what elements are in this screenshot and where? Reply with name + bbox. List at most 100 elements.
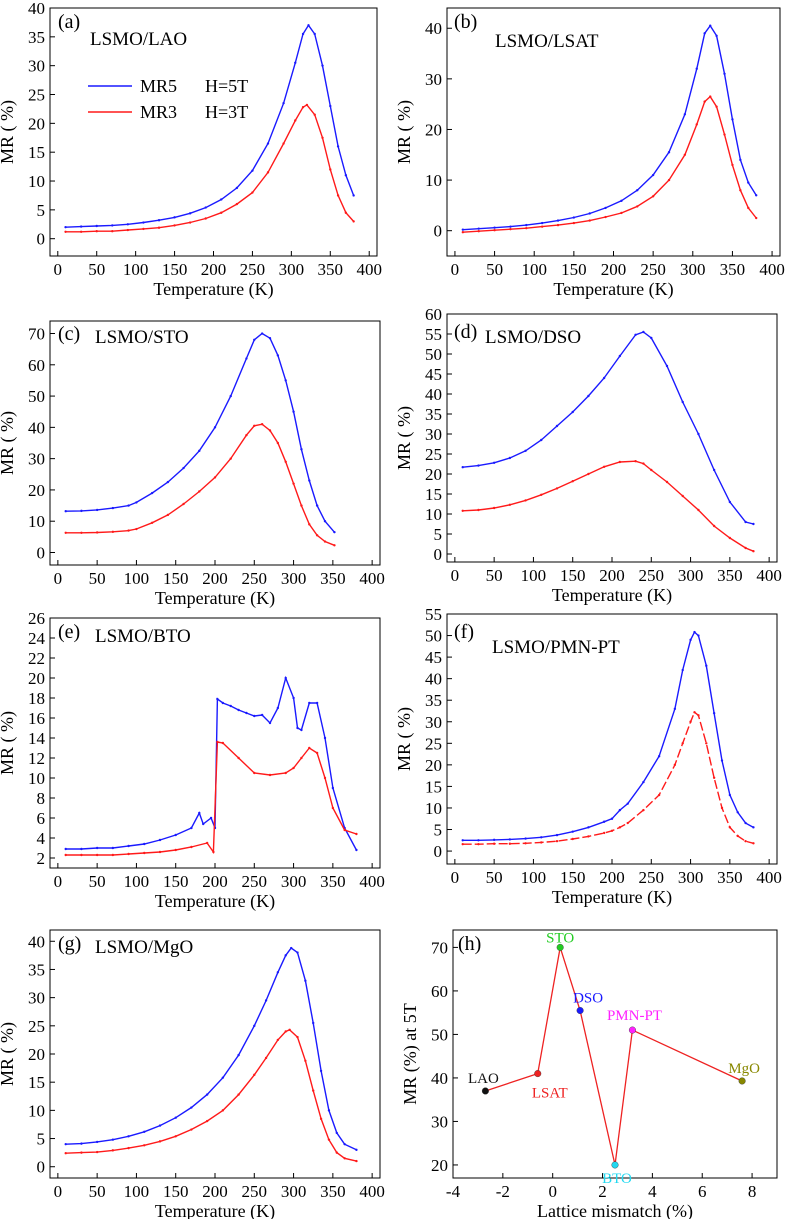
data-point-a-mr3 <box>321 136 324 139</box>
y-tick-label-e: 18 <box>28 689 45 708</box>
data-point-d-mr5 <box>752 522 755 526</box>
data-point-a-mr3 <box>251 191 254 194</box>
data-point-a-mr3 <box>329 168 332 171</box>
x-tick-label-g: 100 <box>124 1182 150 1201</box>
x-tick-label-e: 400 <box>359 872 385 891</box>
x-tick-label-g: 150 <box>163 1182 189 1201</box>
x-tick-label-b: 350 <box>720 260 746 279</box>
data-point-g-mr3 <box>264 1056 268 1060</box>
y-tick-label-e: 26 <box>28 609 45 628</box>
data-point-c-mr3 <box>308 523 311 526</box>
data-point-e-mr3 <box>315 751 319 755</box>
data-point-d-mr3 <box>634 460 637 463</box>
data-point-a-mr5 <box>79 225 83 228</box>
panel-c: (c) LSMO/STO 0 50 100 150 200 250 300 350 400 0 10… <box>0 320 385 609</box>
data-point-b-mr5 <box>477 227 480 230</box>
data-point-f-mr5 <box>712 711 716 715</box>
data-point-e-mr3 <box>292 766 295 770</box>
data-point-f-mr3 <box>524 842 527 845</box>
data-point-b-mr5 <box>556 219 560 222</box>
mismatch-label-lsat: LSAT <box>532 1086 568 1102</box>
series-line-f-mr5 <box>462 630 754 841</box>
data-point-b-mr5 <box>493 226 496 229</box>
panel-a: (a) LSMO/LAO 0 50 100 150 200 250 300 350 400 0 5 1… <box>0 0 382 300</box>
data-point-c-mr5 <box>95 508 99 512</box>
x-tick-label-c: 50 <box>89 569 106 588</box>
data-point-f-mr5 <box>524 837 527 840</box>
data-point-d-mr3 <box>712 524 716 528</box>
x-tick-label-f: 0 <box>451 868 460 887</box>
data-point-c-mr3 <box>253 424 256 427</box>
data-point-b-mr5 <box>667 151 671 154</box>
data-point-e-mr5 <box>296 726 299 730</box>
plot-area-h: -4 -2 0 2 4 6 8 20 30 40 50 60 70 Lattice mismatch (%… <box>400 929 778 1219</box>
x-tick-label-d: 200 <box>599 566 625 585</box>
data-point-b-mr3 <box>461 231 465 234</box>
x-tick-label-h: -4 <box>446 1182 461 1201</box>
y-tick-label-g: 30 <box>28 989 45 1008</box>
data-point-c-mr3 <box>150 521 154 524</box>
data-point-e-mr5 <box>315 701 319 705</box>
data-point-f-mr5 <box>693 630 696 634</box>
x-tick-label-f: 400 <box>756 868 782 887</box>
data-point-b-mr3 <box>588 219 591 222</box>
data-point-c-mr3 <box>333 544 336 547</box>
data-point-c-mr5 <box>64 509 67 513</box>
panel-title-g: LSMO/MgO <box>95 937 193 958</box>
panel-title-e: LSMO/BTO <box>95 626 191 647</box>
data-point-b-mr3 <box>651 195 655 198</box>
data-point-a-mr5 <box>344 174 348 177</box>
data-point-f-mr3 <box>540 841 543 844</box>
data-point-f-mr5 <box>705 664 708 667</box>
x-tick-label-g: 300 <box>281 1182 307 1201</box>
x-tick-label-b: 50 <box>486 260 503 279</box>
y-axis-label-g: MR ( %) <box>0 1022 18 1086</box>
data-point-g-mr3 <box>304 1059 307 1062</box>
y-tick-label-h: 40 <box>431 1069 448 1088</box>
data-point-c-mr5 <box>229 394 232 398</box>
data-point-a-mr5 <box>321 64 324 67</box>
data-point-a-mr3 <box>188 221 192 224</box>
x-tick-label-d: 0 <box>451 566 460 585</box>
data-point-d-mr5 <box>555 424 559 428</box>
data-point-g-mr5 <box>327 1109 331 1112</box>
data-point-g-mr5 <box>174 1116 177 1119</box>
data-point-f-mr3 <box>508 842 512 845</box>
data-point-a-mr3 <box>95 230 98 233</box>
data-point-f-mr3 <box>728 826 732 829</box>
mismatch-point-pmn-pt <box>628 1026 636 1034</box>
y-axis-label-a: MR ( %) <box>0 100 18 164</box>
data-point-b-mr3 <box>715 105 718 108</box>
data-point-e-mr5 <box>237 708 240 712</box>
x-tick-label-b: 400 <box>759 260 785 279</box>
y-tick-label-h: 70 <box>431 938 448 957</box>
data-point-g-mr3 <box>253 1073 256 1077</box>
data-point-b-mr3 <box>747 206 750 210</box>
y-tick-label-f: 40 <box>425 670 442 689</box>
y-tick-label-e: 2 <box>37 849 46 868</box>
data-point-f-mr3 <box>697 714 700 717</box>
data-point-b-mr3 <box>723 133 726 136</box>
x-tick-label-e: 200 <box>202 872 228 891</box>
plot-area-e: 0 50 100 150 200 250 300 350 4002468101214161820… <box>0 609 385 912</box>
data-point-f-mr3 <box>681 742 684 745</box>
data-point-f-mr5 <box>681 668 684 672</box>
data-point-g-mr3 <box>158 1140 162 1143</box>
data-point-b-mr3 <box>572 221 576 225</box>
series-line-f-mr3 <box>462 711 754 845</box>
data-point-b-mr3 <box>667 178 671 182</box>
data-point-d-mr3 <box>555 487 559 490</box>
x-tick-label-h: 2 <box>598 1182 607 1201</box>
plot-area-g: 0 50 100 150 200 250 300 350 400 0 5 10 15 20 25 30 35 40… <box>0 929 385 1219</box>
y-tick-label-b: 30 <box>425 70 442 89</box>
y-tick-label-a: 40 <box>28 0 45 18</box>
y-axis-label-f: MR ( %) <box>394 707 415 771</box>
y-tick-label-f: 25 <box>425 734 442 753</box>
data-point-g-mr5 <box>253 1024 256 1028</box>
data-point-g-mr3 <box>190 1128 193 1131</box>
panel-title-a: LSMO/LAO <box>90 29 187 50</box>
data-point-c-mr5 <box>308 479 311 482</box>
data-point-g-mr3 <box>80 1151 83 1154</box>
data-point-c-mr5 <box>80 509 83 513</box>
data-point-g-mr5 <box>312 1021 315 1025</box>
